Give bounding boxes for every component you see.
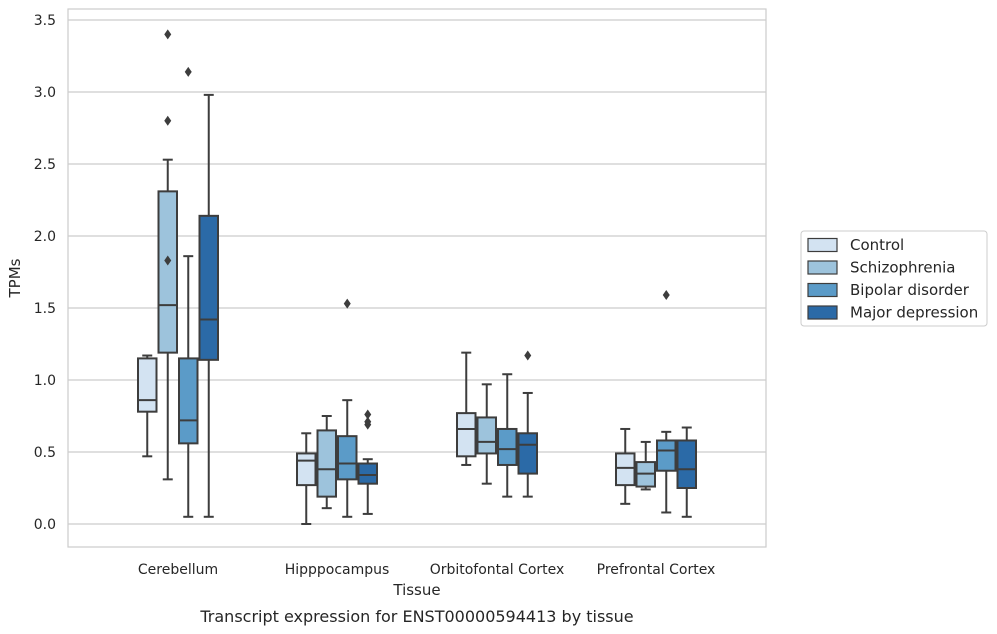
legend-label: Bipolar disorder bbox=[850, 281, 970, 299]
x-tick-label: Hipppocampus bbox=[285, 562, 390, 578]
box-iqr bbox=[198, 214, 219, 361]
y-tick-label: 1.5 bbox=[34, 301, 56, 317]
legend-item: Bipolar disorder bbox=[807, 281, 970, 299]
legend-swatch bbox=[807, 260, 838, 275]
legend-frame bbox=[800, 230, 988, 327]
box-iqr bbox=[337, 435, 358, 481]
legend-item: Schizophrenia bbox=[807, 259, 955, 277]
box bbox=[178, 66, 199, 518]
legend-swatch bbox=[807, 305, 838, 320]
box-iqr bbox=[615, 452, 636, 487]
y-tick-label: 0.5 bbox=[34, 445, 56, 461]
plot-area-frame bbox=[67, 8, 767, 548]
box-iqr bbox=[497, 427, 518, 466]
box bbox=[656, 290, 677, 514]
chart-caption: Transcript expression for ENST0000059441… bbox=[199, 607, 633, 626]
box bbox=[296, 432, 317, 525]
x-axis-ticks: Cerebellum Hipppocampus Orbitofontal Corte… bbox=[138, 562, 715, 578]
legend-swatch bbox=[807, 237, 838, 253]
legend: Control Schizophrenia Bipolar disorder Majo… bbox=[800, 230, 988, 327]
box-iqr bbox=[676, 439, 697, 490]
y-tick-label: 3.0 bbox=[34, 85, 56, 101]
box bbox=[615, 427, 636, 505]
box bbox=[635, 440, 656, 491]
box-iqr bbox=[316, 429, 337, 498]
legend-item: Major depression bbox=[807, 304, 978, 322]
box-iqr bbox=[656, 439, 677, 472]
category-group bbox=[137, 29, 219, 518]
x-axis-title: Tissue bbox=[392, 581, 440, 599]
box bbox=[316, 415, 337, 510]
legend-item: Control bbox=[807, 236, 904, 254]
outlier-point bbox=[164, 255, 172, 266]
y-tick-label: 0.0 bbox=[34, 517, 56, 533]
box-iqr bbox=[476, 416, 497, 455]
legend-swatch bbox=[807, 282, 838, 298]
outlier-point bbox=[164, 29, 172, 40]
y-axis-title: TPMs bbox=[6, 258, 24, 298]
legend-label: Schizophrenia bbox=[850, 259, 955, 277]
box bbox=[198, 93, 219, 518]
y-tick-label: 1.0 bbox=[34, 373, 56, 389]
box bbox=[676, 426, 697, 518]
box bbox=[337, 298, 358, 518]
box bbox=[476, 383, 497, 485]
y-axis-ticks: 0.0 0.5 1.0 1.5 2.0 2.5 3.0 3.5 bbox=[34, 13, 56, 533]
box bbox=[357, 409, 378, 515]
x-tick-label: Orbitofontal Cortex bbox=[430, 562, 565, 578]
y-tick-label: 3.5 bbox=[34, 13, 56, 29]
outlier-point bbox=[662, 290, 670, 301]
outlier-point bbox=[524, 350, 532, 361]
y-tick-label: 2.5 bbox=[34, 157, 56, 173]
y-tick-label: 2.0 bbox=[34, 229, 56, 245]
box bbox=[137, 354, 158, 458]
box-iqr bbox=[137, 357, 158, 413]
box bbox=[456, 351, 477, 466]
box bbox=[517, 350, 538, 498]
box bbox=[497, 373, 518, 498]
outlier-point bbox=[364, 416, 372, 427]
box-iqr bbox=[157, 190, 178, 354]
outlier-point bbox=[164, 115, 172, 126]
outlier-point bbox=[184, 66, 192, 77]
legend-label: Control bbox=[850, 236, 904, 254]
category-group bbox=[296, 298, 378, 525]
category-group bbox=[456, 350, 538, 498]
outlier-point bbox=[364, 409, 372, 420]
box-iqr bbox=[178, 357, 199, 445]
box-iqr bbox=[517, 432, 538, 475]
outlier-point bbox=[343, 298, 351, 309]
category-group bbox=[615, 290, 697, 518]
box-groups bbox=[137, 29, 697, 525]
box-iqr bbox=[456, 412, 477, 458]
x-tick-label: Cerebellum bbox=[138, 562, 218, 578]
box-iqr bbox=[296, 452, 317, 487]
box bbox=[157, 29, 178, 481]
legend-label: Major depression bbox=[850, 304, 978, 322]
box-iqr bbox=[357, 462, 378, 485]
x-tick-label: Prefrontal Cortex bbox=[597, 562, 716, 578]
